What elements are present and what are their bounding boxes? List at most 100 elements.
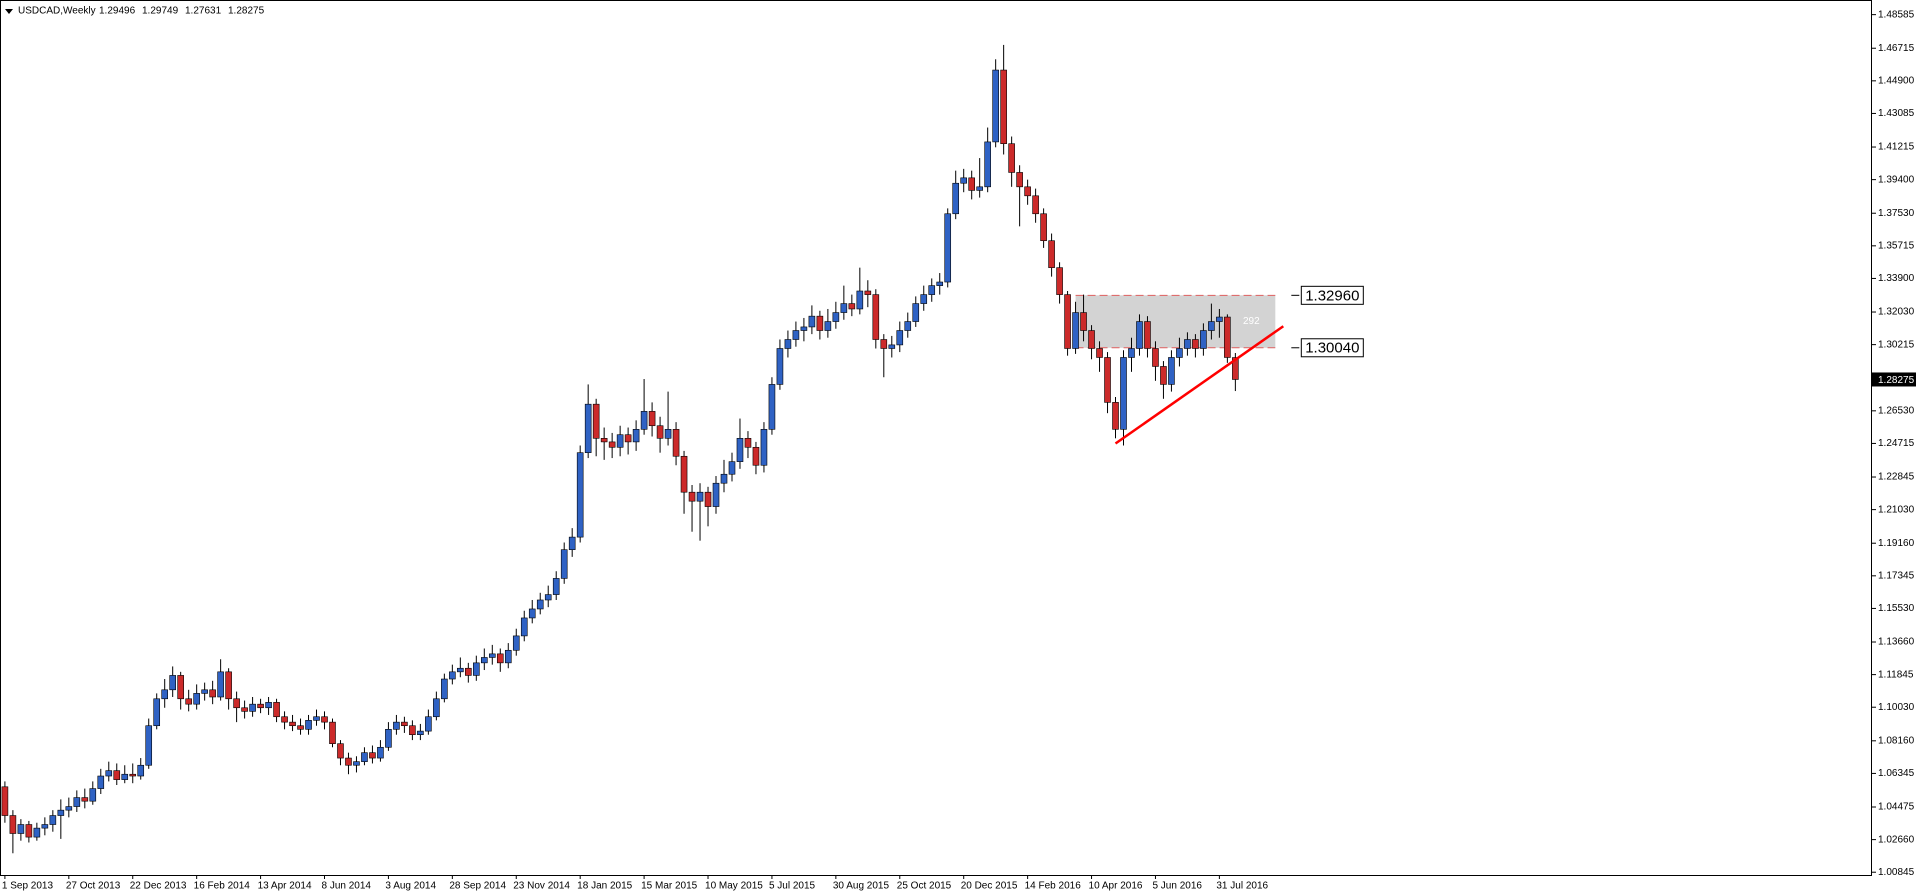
candle-body: [784, 339, 792, 349]
candle-body: [672, 429, 680, 457]
candle-body: [520, 617, 528, 637]
candle-body: [241, 707, 248, 712]
candle-body: [512, 635, 520, 651]
y-tick-label: 1.19160: [1878, 538, 1915, 549]
candle-body: [185, 698, 192, 705]
y-tick-label: 1.44900: [1878, 75, 1915, 86]
candle-body: [225, 671, 232, 700]
y-tick-label: 1.33900: [1878, 273, 1915, 284]
menu-icon[interactable]: [5, 9, 13, 14]
candle-body: [33, 827, 41, 838]
y-tick-label: 1.30215: [1878, 339, 1915, 350]
candle-body: [201, 689, 208, 694]
x-tick-label: 18 Jan 2015: [577, 881, 632, 892]
candle-body: [1128, 348, 1135, 358]
candle-body: [121, 773, 129, 780]
candle-body: [17, 824, 25, 834]
y-tick-label: 1.04475: [1878, 802, 1915, 813]
candle-body: [992, 69, 999, 143]
trendline: [1114, 325, 1285, 445]
x-tick-label: 10 Apr 2016: [1089, 881, 1143, 892]
y-tick-label: 1.08160: [1878, 735, 1915, 746]
candle-body: [648, 411, 656, 427]
candle-body: [265, 702, 272, 709]
candle-body: [768, 384, 776, 430]
x-tick-label: 10 May 2015: [705, 881, 763, 892]
x-tick-label: 8 Jun 2014: [322, 881, 372, 892]
candle-body: [936, 281, 944, 286]
candle-body: [624, 434, 632, 443]
candle-body: [920, 294, 928, 304]
candle-body: [457, 667, 464, 673]
candle-body: [656, 425, 664, 439]
candle-body: [1088, 330, 1095, 349]
y-tick-label: 1.21030: [1878, 504, 1915, 515]
y-tick-label: 1.06345: [1878, 768, 1915, 779]
candle-body: [928, 285, 936, 295]
candle-body: [385, 729, 392, 748]
candle-body: [1160, 366, 1167, 385]
candle-body: [289, 721, 296, 727]
candle-body: [600, 438, 608, 443]
candle-body: [1040, 213, 1047, 242]
candle-body: [592, 403, 600, 439]
candle-body: [560, 549, 568, 579]
x-tick-label: 25 Oct 2015: [897, 881, 952, 892]
candle-body: [696, 491, 704, 502]
candle-body: [792, 330, 800, 340]
candle-body: [888, 344, 896, 349]
candle-body: [968, 177, 975, 191]
candle-body: [800, 326, 808, 331]
candle-body: [688, 491, 696, 502]
candle-body: [976, 186, 983, 191]
x-tick-label: 14 Feb 2016: [1025, 881, 1082, 892]
level-box: [1300, 338, 1364, 358]
candle-body: [249, 703, 256, 712]
candle-body: [1120, 357, 1127, 430]
candle-body: [536, 599, 544, 610]
header-close: 1.28275: [228, 6, 265, 17]
candle-body: [473, 662, 480, 676]
candle-body: [552, 578, 560, 595]
candle-body: [864, 290, 872, 295]
current-price-box: [1872, 372, 1916, 387]
x-tick-label: 30 Aug 2015: [833, 881, 890, 892]
candle-body: [1224, 316, 1231, 358]
candle-body: [113, 770, 121, 780]
candle-body: [1000, 69, 1007, 145]
candle-body: [480, 657, 488, 664]
candle-body: [1216, 316, 1223, 322]
candle-body: [1048, 240, 1055, 268]
current-price-label: 1.28275: [1878, 375, 1915, 386]
y-tick-label: 1.24715: [1878, 438, 1915, 449]
candle-body: [1112, 402, 1119, 430]
candle-body: [904, 321, 912, 331]
candle-body: [393, 721, 400, 730]
candle-body: [369, 752, 376, 759]
candle-body: [361, 752, 368, 762]
x-tick-label: 5 Jun 2016: [1152, 881, 1202, 892]
candle-body: [297, 725, 304, 730]
candle-body: [1232, 357, 1239, 380]
candle-body: [856, 290, 864, 310]
candle-body: [1, 786, 9, 816]
y-tick-label: 1.48585: [1878, 9, 1915, 20]
candle-body: [832, 312, 840, 322]
candle-body: [409, 725, 416, 736]
candle-body: [720, 473, 728, 484]
candle-body: [488, 653, 496, 658]
candle-body: [1192, 339, 1199, 349]
candle-body: [912, 303, 920, 322]
candle-body: [1016, 172, 1023, 188]
candle-body: [680, 455, 688, 493]
plot-frame: [0, 0, 1872, 876]
candle-body: [177, 675, 184, 700]
candle-body: [776, 348, 784, 385]
candle-body: [377, 746, 384, 759]
candle-body: [712, 482, 720, 507]
candle-body: [209, 689, 216, 698]
candle-body: [736, 438, 744, 462]
candle-body: [337, 743, 344, 759]
